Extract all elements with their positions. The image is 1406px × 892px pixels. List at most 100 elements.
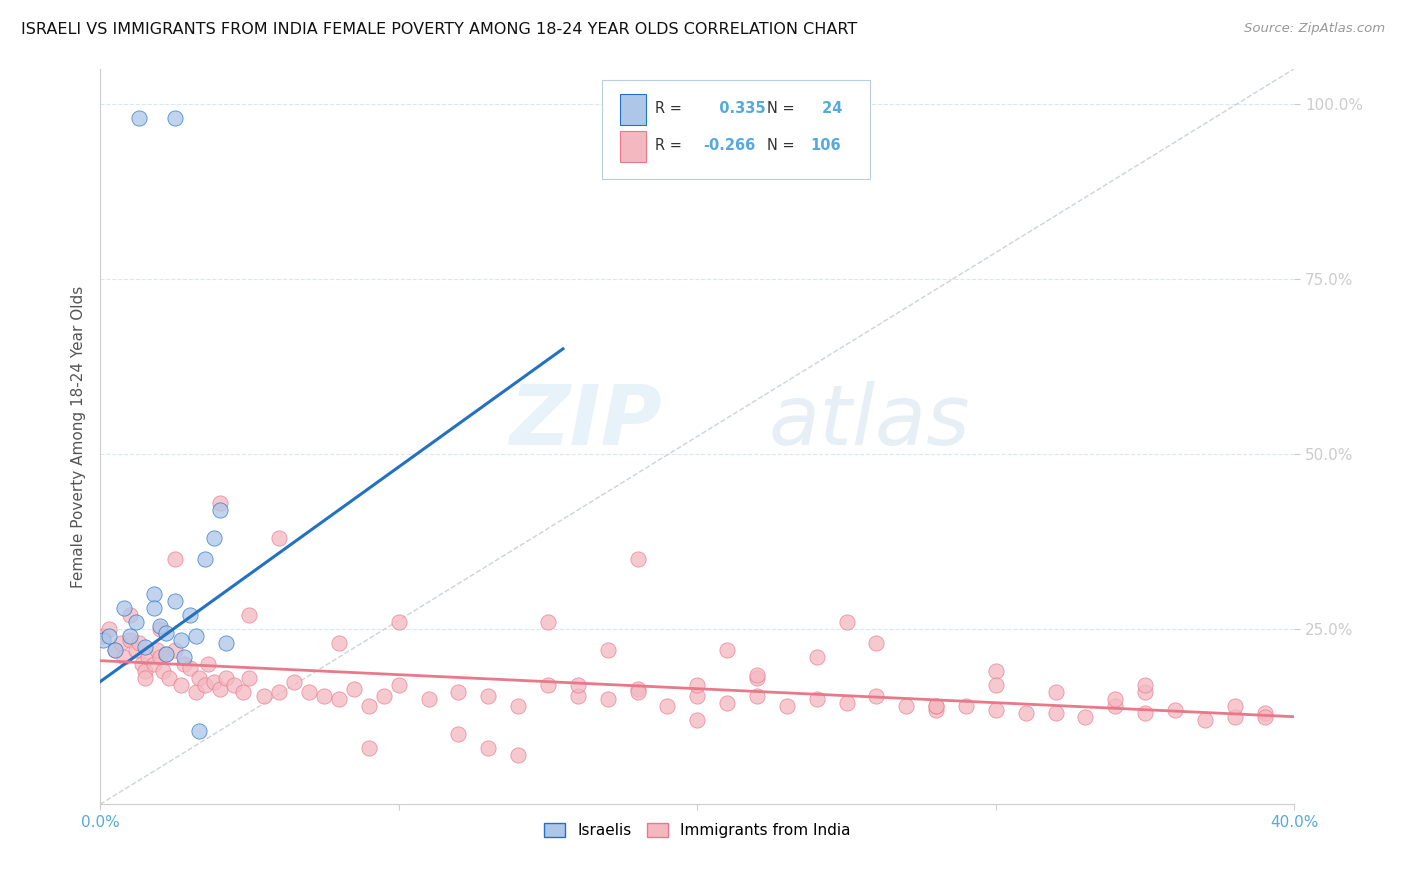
Point	[1104, 699, 1126, 714]
Point	[142, 601, 165, 615]
Point	[447, 727, 470, 741]
Point	[925, 699, 948, 714]
Text: -0.266: -0.266	[703, 138, 755, 153]
Point	[1253, 709, 1275, 723]
Text: R =: R =	[655, 102, 688, 117]
Point	[312, 689, 335, 703]
Y-axis label: Female Poverty Among 18-24 Year Olds: Female Poverty Among 18-24 Year Olds	[72, 285, 86, 588]
Point	[806, 692, 828, 706]
Point	[232, 685, 254, 699]
Point	[104, 643, 127, 657]
Point	[269, 531, 291, 545]
Point	[112, 650, 135, 665]
Point	[1133, 685, 1156, 699]
Point	[984, 664, 1007, 678]
Point	[142, 587, 165, 601]
Point	[149, 650, 172, 665]
Point	[118, 629, 141, 643]
Point	[865, 636, 887, 650]
Point	[388, 615, 411, 629]
Text: N =: N =	[766, 138, 799, 153]
Point	[197, 657, 219, 672]
Point	[1223, 699, 1246, 714]
Point	[269, 685, 291, 699]
Point	[214, 671, 236, 685]
Point	[1133, 706, 1156, 721]
Point	[91, 629, 114, 643]
Point	[925, 703, 948, 717]
Point	[170, 632, 193, 647]
Text: 24: 24	[817, 102, 842, 117]
Point	[596, 692, 619, 706]
Point	[328, 692, 350, 706]
Point	[373, 689, 395, 703]
Point	[110, 636, 132, 650]
Point	[202, 674, 225, 689]
Point	[567, 678, 589, 692]
Legend: Israelis, Immigrants from India: Israelis, Immigrants from India	[537, 817, 858, 845]
Point	[104, 643, 127, 657]
Point	[343, 681, 366, 696]
Point	[626, 685, 648, 699]
Point	[112, 601, 135, 615]
Text: atlas: atlas	[769, 381, 970, 462]
Point	[776, 699, 799, 714]
Point	[537, 615, 560, 629]
Point	[202, 531, 225, 545]
Point	[357, 699, 380, 714]
Point	[179, 608, 201, 623]
Text: R =: R =	[655, 138, 688, 153]
Point	[477, 689, 499, 703]
Point	[184, 629, 207, 643]
Point	[388, 678, 411, 692]
Point	[136, 650, 159, 665]
Point	[208, 681, 231, 696]
Point	[984, 678, 1007, 692]
Point	[179, 661, 201, 675]
Point	[163, 111, 186, 125]
Point	[1074, 709, 1097, 723]
Point	[955, 699, 977, 714]
Point	[173, 657, 195, 672]
Point	[134, 671, 156, 685]
Point	[146, 643, 169, 657]
Point	[1104, 692, 1126, 706]
Point	[118, 608, 141, 623]
Text: 106: 106	[811, 138, 841, 153]
Point	[745, 667, 768, 681]
Point	[508, 748, 530, 763]
Point	[142, 657, 165, 672]
Point	[477, 741, 499, 756]
FancyBboxPatch shape	[620, 95, 645, 125]
Point	[194, 678, 217, 692]
Point	[865, 689, 887, 703]
Point	[298, 685, 321, 699]
Point	[163, 643, 186, 657]
Point	[163, 594, 186, 608]
Text: N =: N =	[766, 102, 799, 117]
Point	[984, 703, 1007, 717]
Point	[283, 674, 305, 689]
Point	[567, 689, 589, 703]
Point	[835, 615, 858, 629]
Point	[1133, 678, 1156, 692]
Point	[328, 636, 350, 650]
Point	[537, 678, 560, 692]
Point	[163, 552, 186, 566]
Point	[253, 689, 276, 703]
Point	[184, 685, 207, 699]
Point	[187, 723, 209, 738]
Point	[157, 671, 180, 685]
Point	[134, 664, 156, 678]
Point	[1253, 706, 1275, 721]
Point	[224, 678, 246, 692]
Point	[1045, 706, 1067, 721]
Point	[187, 671, 209, 685]
Point	[1045, 685, 1067, 699]
Point	[657, 699, 679, 714]
Point	[925, 699, 948, 714]
Point	[896, 699, 918, 714]
Point	[125, 643, 148, 657]
Point	[626, 552, 648, 566]
Point	[745, 671, 768, 685]
